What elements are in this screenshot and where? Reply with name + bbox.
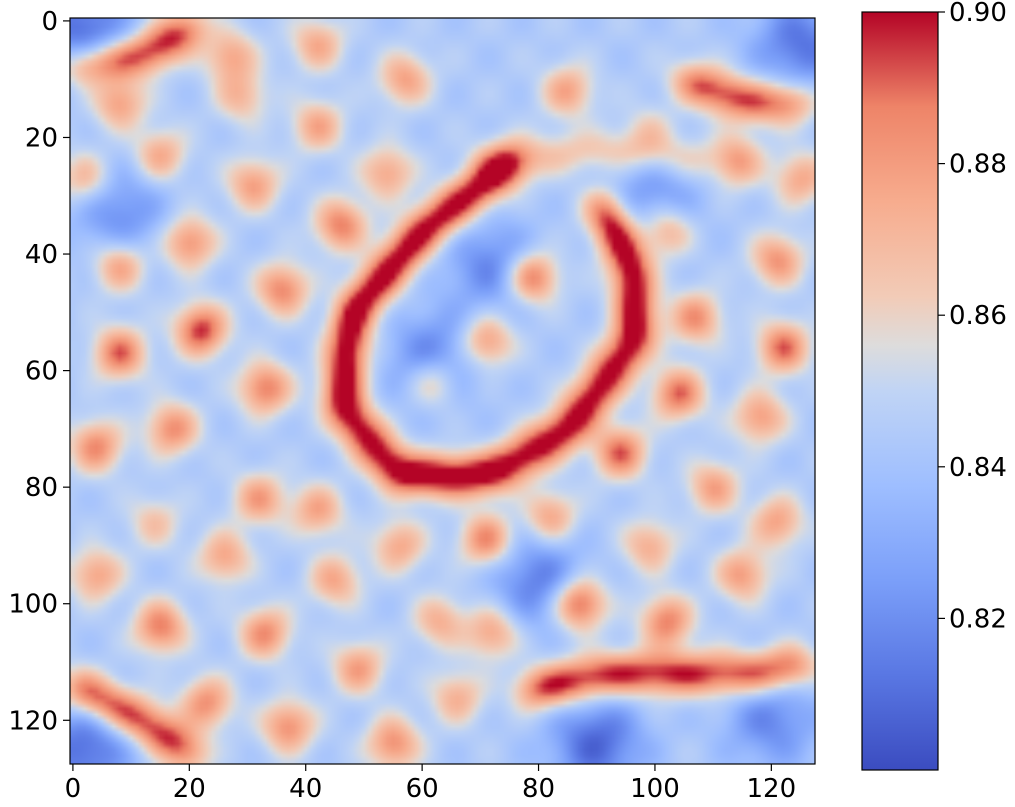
y-tick-label: 100: [8, 590, 58, 620]
heatmap-plot-area: [69, 17, 816, 765]
x-tick-label: 60: [406, 774, 439, 804]
y-tick-label: 80: [25, 473, 58, 503]
colorbar-tick-label: 0.82: [949, 604, 1007, 634]
colorbar-gradient: [861, 11, 939, 771]
y-tick-label: 0: [41, 7, 58, 37]
colorbar: 0.82 0.84 0.86 0.88 0.90: [861, 0, 1007, 771]
x-tick-label: 120: [747, 774, 797, 804]
x-tick-label: 80: [522, 774, 555, 804]
y-axis: 0 20 40 60 80 100 120: [8, 7, 70, 736]
colorbar-tick-label: 0.84: [949, 453, 1007, 483]
colorbar-ticks: 0.82 0.84 0.86 0.88 0.90: [938, 0, 1007, 634]
x-tick-label: 20: [173, 774, 206, 804]
x-tick-label: 40: [289, 774, 322, 804]
x-tick-label: 0: [65, 774, 82, 804]
colorbar-tick-label: 0.86: [949, 301, 1007, 331]
colorbar-tick-label: 0.90: [949, 0, 1007, 28]
plot-frame: [69, 17, 816, 765]
y-tick-label: 20: [25, 123, 58, 153]
y-tick-label: 40: [25, 240, 58, 270]
y-tick-label: 120: [8, 706, 58, 736]
heatmap-canvas: [70, 18, 815, 764]
x-tick-label: 100: [630, 774, 680, 804]
x-axis: 0 20 40 60 80 100 120: [65, 764, 797, 804]
colorbar-tick-label: 0.88: [949, 150, 1007, 180]
y-tick-label: 60: [25, 357, 58, 387]
